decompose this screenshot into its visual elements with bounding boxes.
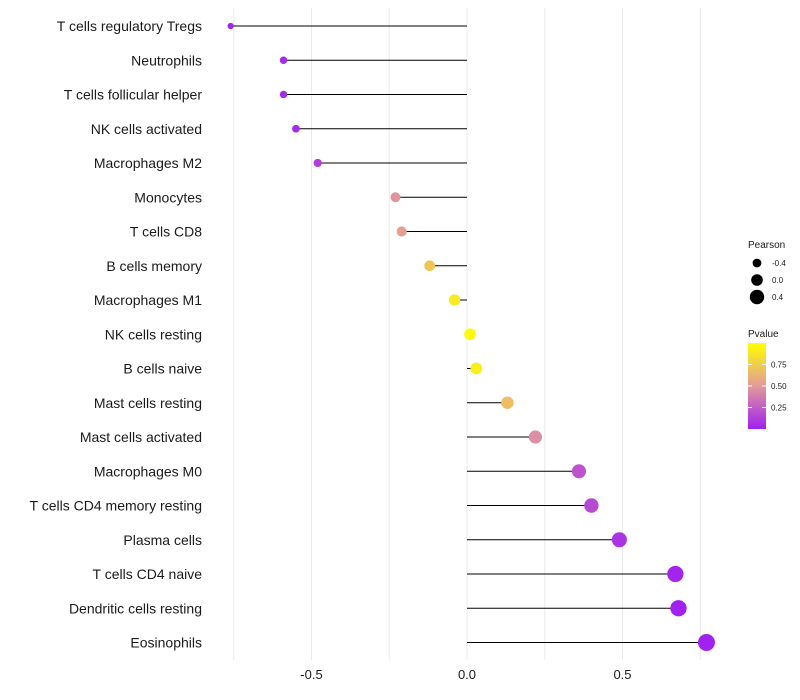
- lollipop-point: [390, 192, 401, 203]
- category-label: Eosinophils: [130, 635, 202, 651]
- category-label: T cells CD8: [130, 224, 202, 240]
- lollipop-point: [279, 56, 288, 64]
- lollipop-point: [528, 430, 542, 444]
- grid-layer: [233, 8, 701, 660]
- category-label: T cells CD4 memory resting: [30, 498, 202, 514]
- category-label: Macrophages M1: [94, 292, 202, 308]
- category-label: B cells naive: [123, 361, 202, 377]
- size-legend-label: 0.0: [772, 276, 784, 285]
- size-legend-key: [752, 258, 762, 268]
- lollipop-point: [313, 158, 322, 168]
- category-label: Mast cells activated: [80, 429, 202, 445]
- lollipop-point: [396, 226, 407, 237]
- category-label: Dendritic cells resting: [69, 600, 202, 616]
- color-bar: [748, 343, 766, 429]
- category-label: Macrophages M0: [94, 463, 202, 479]
- color-legend-ticks: 0.75 0.50 0.25: [748, 361, 787, 413]
- lollipop-point: [464, 328, 476, 341]
- lollipop-point: [448, 294, 461, 306]
- lollipop-point: [697, 634, 715, 651]
- category-label: Macrophages M2: [94, 155, 202, 171]
- category-label: T cells follicular helper: [64, 87, 203, 103]
- color-legend-title: Pvalue: [748, 329, 779, 340]
- category-label: NK cells resting: [105, 326, 202, 342]
- point-layer: [227, 22, 715, 651]
- color-legend-label: 0.25: [771, 404, 787, 413]
- category-label: T cells regulatory Tregs: [57, 18, 202, 34]
- lollipop-point: [470, 362, 483, 375]
- color-legend-label: 0.75: [771, 361, 787, 370]
- lollipop-point: [611, 532, 627, 548]
- color-legend-label: 0.50: [771, 382, 787, 391]
- category-label: T cells CD4 naive: [93, 566, 203, 582]
- size-legend-label: 0.4: [772, 293, 784, 302]
- category-label: Mast cells resting: [94, 395, 202, 411]
- size-legend-items: -0.4 0.0 0.4: [749, 258, 786, 305]
- x-tick-label: 0.5: [613, 667, 631, 682]
- lollipop-point: [501, 396, 514, 410]
- lollipop-point: [279, 90, 288, 99]
- size-legend-key: [751, 274, 763, 286]
- x-axis-ticks: -0.5 0.0 0.5: [300, 667, 631, 682]
- lollipop-point: [670, 600, 687, 617]
- size-legend-key: [749, 289, 765, 305]
- lollipop-point: [227, 22, 234, 30]
- category-label: B cells memory: [106, 258, 202, 274]
- stem-layer: [230, 25, 707, 643]
- category-label: Plasma cells: [123, 532, 202, 548]
- lollipop-point: [584, 498, 599, 513]
- x-tick-label: -0.5: [300, 667, 322, 682]
- x-tick-label: 0.0: [458, 667, 476, 682]
- category-label: Neutrophils: [131, 52, 202, 68]
- lollipop-point: [424, 260, 436, 272]
- size-legend-title: Pearson: [748, 240, 785, 251]
- category-labels: T cells regulatory Tregs Neutrophils T cel…: [30, 18, 203, 651]
- lollipop-point: [292, 124, 300, 133]
- lollipop-point: [571, 464, 587, 479]
- category-label: Monocytes: [134, 189, 202, 205]
- size-legend-label: -0.4: [772, 259, 786, 268]
- legend: Pearson -0.4 0.0 0.4 Pvalue 0.75 0.50 0.25: [748, 240, 787, 429]
- category-label: NK cells activated: [91, 121, 202, 137]
- lollipop-point: [667, 565, 684, 583]
